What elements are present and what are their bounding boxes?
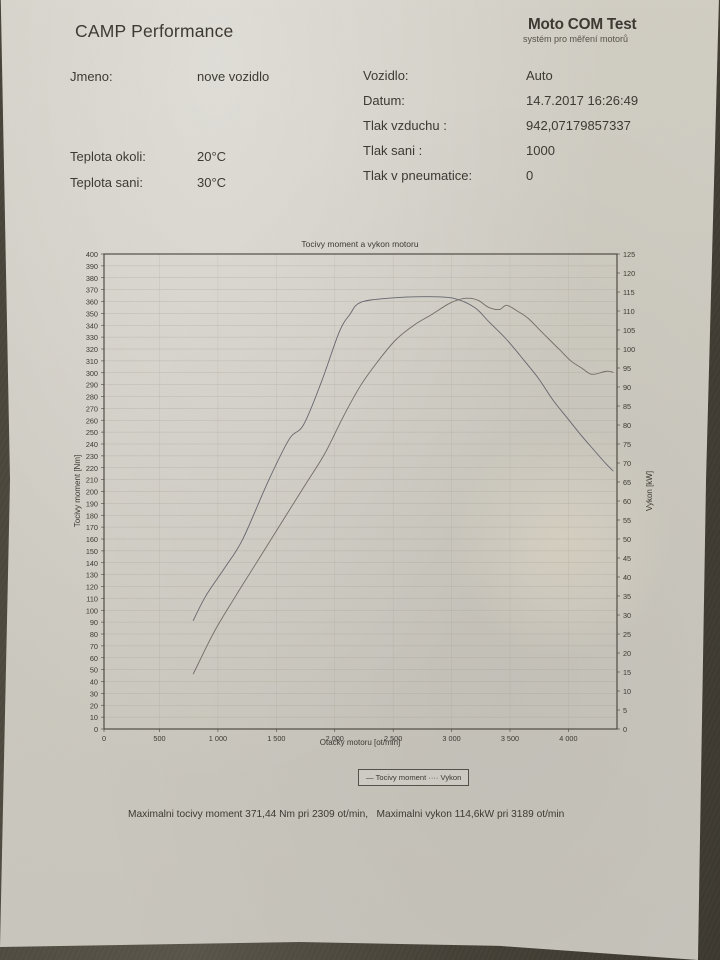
- svg-text:65: 65: [623, 478, 631, 487]
- svg-text:35: 35: [623, 592, 631, 601]
- svg-text:280: 280: [86, 393, 98, 402]
- svg-text:20: 20: [623, 649, 631, 658]
- svg-text:10: 10: [623, 687, 631, 696]
- svg-text:120: 120: [86, 583, 98, 592]
- svg-text:320: 320: [86, 345, 98, 354]
- svg-text:370: 370: [86, 286, 98, 295]
- svg-text:100: 100: [623, 345, 635, 354]
- svg-text:240: 240: [86, 440, 98, 449]
- svg-text:85: 85: [623, 402, 631, 411]
- svg-text:60: 60: [623, 497, 631, 506]
- svg-text:110: 110: [86, 594, 98, 603]
- svg-text:310: 310: [86, 357, 98, 366]
- svg-text:270: 270: [86, 404, 98, 413]
- svg-text:1 500: 1 500: [267, 734, 285, 743]
- svg-text:75: 75: [623, 440, 631, 449]
- svg-text:60: 60: [90, 654, 98, 663]
- svg-text:140: 140: [86, 559, 98, 568]
- svg-text:300: 300: [86, 369, 98, 378]
- svg-text:150: 150: [86, 547, 98, 556]
- svg-text:190: 190: [86, 499, 98, 508]
- svg-text:200: 200: [86, 488, 98, 497]
- svg-text:55: 55: [623, 516, 631, 525]
- svg-text:45: 45: [623, 554, 631, 563]
- svg-text:1 000: 1 000: [209, 734, 227, 743]
- svg-text:80: 80: [623, 421, 631, 430]
- svg-text:Tocivy moment [Nm]: Tocivy moment [Nm]: [73, 455, 82, 527]
- svg-text:110: 110: [623, 307, 635, 316]
- svg-text:Tocivy moment a vykon motoru: Tocivy moment a vykon motoru: [301, 239, 418, 249]
- svg-text:390: 390: [86, 262, 98, 271]
- svg-text:90: 90: [623, 383, 631, 392]
- svg-text:0: 0: [102, 734, 106, 743]
- svg-text:Otacky motoru [ot/min]: Otacky motoru [ot/min]: [320, 738, 400, 747]
- svg-text:210: 210: [86, 476, 98, 485]
- svg-text:330: 330: [86, 333, 98, 342]
- svg-text:80: 80: [90, 630, 98, 639]
- svg-text:Vykon [kW]: Vykon [kW]: [645, 471, 654, 511]
- svg-text:0: 0: [94, 725, 98, 734]
- svg-text:120: 120: [623, 269, 635, 278]
- svg-text:90: 90: [90, 618, 98, 627]
- svg-text:3 000: 3 000: [442, 734, 460, 743]
- svg-text:95: 95: [623, 364, 631, 373]
- svg-text:170: 170: [86, 523, 98, 532]
- svg-text:4 000: 4 000: [559, 734, 577, 743]
- svg-text:50: 50: [90, 666, 98, 675]
- svg-text:0: 0: [623, 725, 627, 734]
- svg-text:40: 40: [90, 678, 98, 687]
- svg-text:340: 340: [86, 321, 98, 330]
- svg-text:5: 5: [623, 706, 627, 715]
- svg-text:105: 105: [623, 326, 635, 335]
- svg-text:3 500: 3 500: [501, 734, 519, 743]
- svg-text:30: 30: [623, 611, 631, 620]
- svg-text:70: 70: [623, 459, 631, 468]
- svg-text:70: 70: [90, 642, 98, 651]
- svg-text:380: 380: [86, 274, 98, 283]
- svg-text:260: 260: [86, 416, 98, 425]
- svg-text:230: 230: [86, 452, 98, 461]
- svg-text:180: 180: [86, 511, 98, 520]
- svg-text:360: 360: [86, 298, 98, 307]
- svg-text:160: 160: [86, 535, 98, 544]
- svg-text:20: 20: [90, 701, 98, 710]
- svg-text:25: 25: [623, 630, 631, 639]
- svg-text:115: 115: [623, 288, 635, 297]
- svg-text:400: 400: [86, 250, 98, 259]
- svg-text:15: 15: [623, 668, 631, 677]
- svg-text:50: 50: [623, 535, 631, 544]
- svg-text:290: 290: [86, 381, 98, 390]
- svg-text:500: 500: [153, 734, 165, 743]
- svg-text:350: 350: [86, 309, 98, 318]
- svg-text:40: 40: [623, 573, 631, 582]
- svg-text:100: 100: [86, 606, 98, 615]
- svg-text:250: 250: [86, 428, 98, 437]
- svg-text:130: 130: [86, 571, 98, 580]
- svg-text:10: 10: [90, 713, 98, 722]
- svg-text:30: 30: [90, 689, 98, 698]
- svg-text:125: 125: [623, 250, 635, 259]
- svg-text:220: 220: [86, 464, 98, 473]
